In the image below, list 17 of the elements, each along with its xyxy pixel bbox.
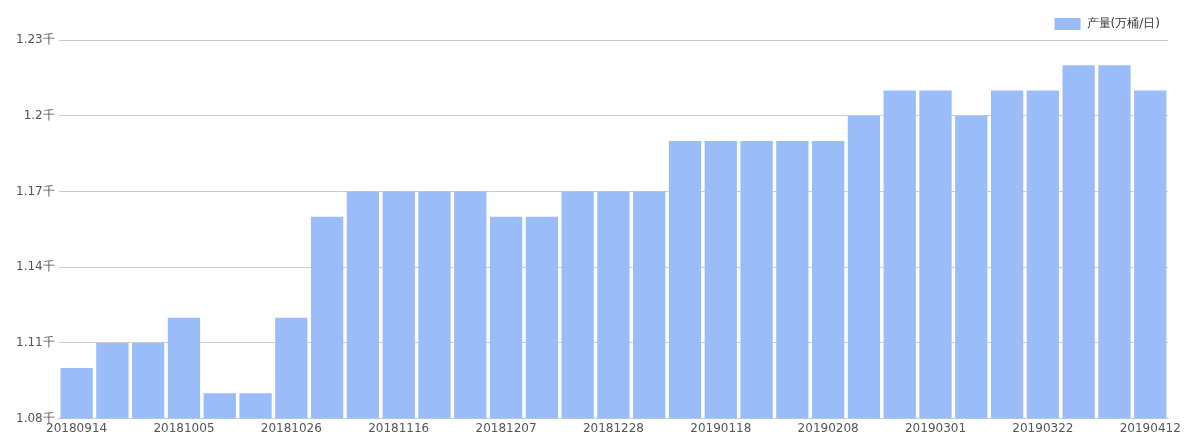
x-tick-label: 20181005 <box>153 420 215 435</box>
x-tick-label: 20190118 <box>690 420 752 435</box>
y-tick-label: 1.14千 <box>16 259 55 274</box>
y-tick-label: 1.17千 <box>16 183 55 198</box>
legend-label: 产量(万桶/日) <box>1086 16 1160 31</box>
x-tick-label: 20190208 <box>797 420 859 435</box>
y-tick-label: 1.11千 <box>16 335 55 350</box>
x-tick-label: 20181207 <box>475 420 537 435</box>
x-tick-label: 20181026 <box>260 420 322 435</box>
y-tick-label: 1.23千 <box>16 32 55 47</box>
y-tick-label: 1.08千 <box>16 410 55 425</box>
x-tick-label: 20181116 <box>368 420 430 435</box>
x-tick-label: 20190412 <box>1119 420 1181 435</box>
x-tick-label: 20190322 <box>1012 420 1074 435</box>
x-tick-label: 20181228 <box>582 420 644 435</box>
x-tick-label: 20190301 <box>904 420 967 435</box>
y-tick-label: 1.2千 <box>23 107 55 122</box>
